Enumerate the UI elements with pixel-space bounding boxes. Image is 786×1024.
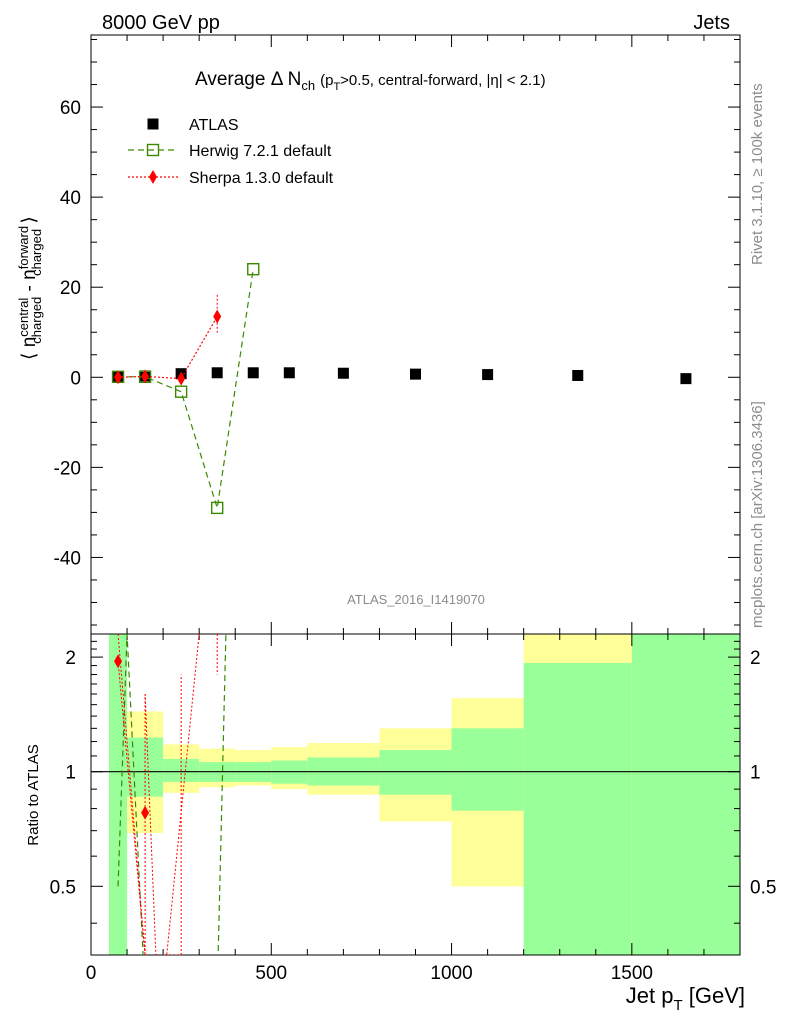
main-ytick-label: 0 bbox=[70, 368, 81, 389]
x-tick-label: 0 bbox=[86, 963, 97, 984]
sherpa-ratio-line bbox=[117, 634, 146, 955]
herwig-legend-marker bbox=[146, 143, 160, 157]
ratio-band-green-10 bbox=[631, 634, 740, 955]
mcplots-label: mcplots.cern.ch [arXiv:1306.3436] bbox=[749, 401, 766, 628]
ratio-ytick-label-right: 2 bbox=[750, 648, 761, 669]
main-series-layer bbox=[111, 262, 692, 515]
herwig-legend-label: Herwig 7.2.1 default bbox=[189, 143, 332, 160]
main-ytick-label: -40 bbox=[54, 548, 81, 569]
ratio-band-green-9 bbox=[523, 662, 632, 955]
main-ytick-label: -20 bbox=[54, 458, 81, 479]
ratio-band-green-0 bbox=[109, 634, 128, 955]
ratio-ytick-label-left: 2 bbox=[65, 648, 76, 669]
sherpa-point bbox=[177, 371, 186, 386]
atlas-point bbox=[482, 369, 494, 381]
sherpa-ratio-point bbox=[141, 805, 150, 820]
atlas-point bbox=[337, 367, 349, 379]
atlas-point bbox=[211, 367, 223, 379]
main-axes: -40 -20 0 20 40 60 bbox=[54, 34, 741, 635]
herwig-ratio-line bbox=[117, 634, 227, 955]
herwig-point bbox=[247, 262, 260, 276]
atlas-point bbox=[572, 369, 584, 381]
sherpa-legend-label: Sherpa 1.3.0 default bbox=[189, 170, 334, 187]
ratio-series-layer bbox=[114, 634, 227, 955]
x-axis-label: Jet pT [GeV] bbox=[626, 983, 745, 1014]
herwig-point bbox=[210, 501, 224, 515]
herwig-point bbox=[174, 385, 188, 398]
ratio-ytick-label-left: 1 bbox=[65, 763, 76, 784]
ratio-axes: 0.5 0.5 1 1 2 2 0 500 1000 1500 bbox=[50, 633, 776, 984]
sherpa-legend-marker bbox=[149, 170, 157, 184]
atlas-point bbox=[680, 373, 692, 385]
sherpa-ratio-line bbox=[144, 693, 157, 955]
analysis-watermark: ATLAS_2016_I1419070 bbox=[347, 592, 485, 607]
x-tick-label: 1500 bbox=[611, 963, 653, 984]
ratio-ytick-label-right: 0.5 bbox=[750, 877, 776, 898]
sherpa-point bbox=[213, 309, 222, 324]
ratio-ylabel: Ratio to ATLAS bbox=[25, 744, 42, 845]
atlas-point bbox=[247, 367, 259, 379]
atlas-point bbox=[283, 367, 295, 379]
ratio-uncertainty-bands bbox=[109, 634, 740, 955]
process-label: Jets bbox=[693, 12, 730, 34]
x-tick-label: 1000 bbox=[430, 963, 472, 984]
legend: ATLAS Herwig 7.2.1 default Sherpa 1.3.0 de… bbox=[128, 117, 334, 187]
herwig-line bbox=[118, 269, 254, 509]
sherpa-ratio-point bbox=[114, 654, 123, 669]
sherpa-line bbox=[118, 316, 218, 380]
main-ytick-label: 60 bbox=[60, 98, 81, 119]
rivet-label: Rivet 3.1.10, ≥ 100k events bbox=[749, 83, 766, 265]
ratio-ytick-label-right: 1 bbox=[750, 763, 761, 784]
plot-title: Average Δ Nch (pT>0.5, central-forward, |… bbox=[195, 69, 546, 93]
ratio-series-clipped bbox=[114, 634, 227, 955]
atlas-legend-label: ATLAS bbox=[189, 117, 239, 134]
sherpa-point bbox=[141, 369, 150, 384]
sherpa-point bbox=[114, 370, 123, 385]
atlas-legend-marker bbox=[147, 118, 159, 130]
atlas-point bbox=[410, 368, 421, 380]
main-ylabel: ⟨ ncentralcharged - nforwardcharged ⟩ bbox=[16, 216, 44, 360]
energy-label: 8000 GeV pp bbox=[102, 12, 220, 34]
ratio-band-green-7 bbox=[379, 750, 452, 795]
main-ytick-label: 20 bbox=[60, 278, 81, 299]
main-ytick-label: 40 bbox=[60, 188, 81, 209]
sherpa-ratio-line bbox=[166, 634, 200, 955]
ratio-ytick-label-left: 0.5 bbox=[50, 877, 76, 898]
x-tick-label: 500 bbox=[255, 963, 287, 984]
ratio-band-green-8 bbox=[451, 728, 524, 811]
